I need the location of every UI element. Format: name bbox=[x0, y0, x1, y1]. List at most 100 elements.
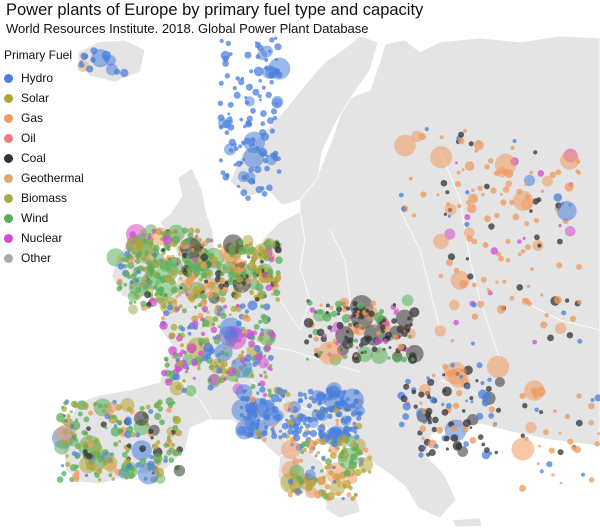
plant-marker-wind bbox=[263, 238, 276, 250]
plant-marker-wind bbox=[205, 237, 211, 243]
plant-marker-solar bbox=[316, 450, 320, 455]
plant-marker-gas bbox=[465, 161, 475, 171]
plant-marker-solar bbox=[324, 465, 329, 470]
plant-marker-wind bbox=[184, 369, 189, 374]
plant-marker-hydro bbox=[238, 79, 245, 86]
plant-marker-solar bbox=[82, 404, 89, 410]
plant-marker-coal bbox=[409, 323, 413, 327]
legend-item-geothermal: Geothermal bbox=[4, 168, 84, 188]
plant-marker-wind bbox=[401, 356, 407, 363]
plant-marker-solar bbox=[164, 276, 172, 283]
plant-marker-nuclear bbox=[210, 326, 217, 333]
plant-marker-hydro bbox=[245, 408, 250, 413]
plant-marker-hydro bbox=[240, 395, 246, 401]
plant-marker-wind bbox=[149, 272, 154, 277]
plant-marker-wind bbox=[165, 246, 171, 252]
plant-marker-gas bbox=[436, 193, 440, 197]
plant-marker-wind bbox=[303, 440, 310, 447]
plant-marker-nuclear bbox=[223, 304, 228, 309]
plant-marker-nuclear bbox=[455, 161, 458, 165]
plant-marker-wind bbox=[228, 250, 236, 257]
plant-marker-wind bbox=[106, 248, 125, 267]
plant-marker-wind bbox=[269, 274, 273, 279]
plant-marker-gas bbox=[195, 286, 200, 291]
plant-marker-hydro bbox=[459, 374, 464, 379]
plant-marker-hydro bbox=[259, 386, 266, 393]
plant-marker-gas bbox=[397, 343, 405, 351]
plant-marker-gas bbox=[456, 170, 461, 175]
plant-marker-nuclear bbox=[192, 320, 199, 327]
plant-marker-hydro bbox=[288, 424, 293, 429]
plant-marker-gas bbox=[564, 182, 574, 192]
plant-marker-coal bbox=[325, 303, 330, 308]
plant-marker-hydro bbox=[266, 154, 277, 166]
plant-marker-gas bbox=[502, 279, 507, 284]
plant-marker-gas bbox=[411, 213, 417, 218]
plant-marker-gas bbox=[87, 441, 94, 448]
plant-marker-hydro bbox=[60, 464, 65, 468]
plant-marker-hydro bbox=[84, 473, 89, 478]
legend-swatch bbox=[4, 233, 13, 243]
plant-marker-hydro bbox=[335, 400, 342, 407]
plant-marker-gas bbox=[471, 238, 478, 245]
plant-marker-hydro bbox=[476, 362, 483, 369]
plant-marker-solar bbox=[171, 443, 176, 448]
plant-marker-solar bbox=[199, 286, 205, 292]
plant-marker-gas bbox=[242, 329, 248, 335]
plant-marker-wind bbox=[201, 243, 205, 247]
plant-marker-solar bbox=[180, 343, 185, 348]
legend-label: Other bbox=[21, 251, 52, 265]
plant-marker-wind bbox=[126, 426, 134, 434]
plant-marker-wind bbox=[61, 405, 65, 409]
map-title: Power plants of Europe by primary fuel t… bbox=[6, 1, 424, 19]
plant-marker-gas bbox=[117, 278, 123, 284]
plant-marker-coal bbox=[336, 322, 344, 329]
plant-marker-hydro bbox=[293, 434, 301, 442]
plant-marker-wind bbox=[250, 383, 256, 390]
map-subtitle: World Resources Institute. 2018. Global … bbox=[6, 21, 369, 36]
plant-marker-gas bbox=[342, 303, 346, 307]
plant-marker-wind bbox=[129, 465, 136, 472]
plant-marker-hydro bbox=[275, 413, 282, 421]
plant-marker-hydro bbox=[287, 408, 291, 412]
plant-marker-hydro bbox=[229, 330, 236, 337]
plant-marker-coal bbox=[274, 246, 282, 254]
plant-marker-wind bbox=[177, 283, 188, 295]
plant-marker-wind bbox=[343, 469, 351, 477]
plant-marker-nuclear bbox=[200, 317, 205, 322]
plant-marker-wind bbox=[335, 300, 343, 308]
plant-marker-gas bbox=[314, 490, 323, 499]
plant-marker-hydro bbox=[253, 345, 261, 352]
plant-marker-gas bbox=[496, 305, 506, 314]
plant-marker-solar bbox=[220, 360, 228, 368]
plant-marker-wind bbox=[110, 426, 121, 437]
plant-marker-coal bbox=[462, 419, 471, 428]
plant-marker-solar bbox=[85, 466, 89, 470]
plant-marker-wind bbox=[275, 270, 281, 276]
plant-marker-biomass bbox=[187, 227, 195, 235]
plant-marker-hydro bbox=[302, 392, 307, 397]
plant-marker-coal bbox=[358, 342, 364, 348]
landmass-crete bbox=[451, 517, 483, 528]
plant-marker-wind bbox=[123, 282, 128, 287]
plant-marker-wind bbox=[238, 246, 247, 255]
plant-marker-gas bbox=[457, 137, 465, 145]
plant-marker-nuclear bbox=[191, 359, 198, 367]
plant-marker-gas bbox=[418, 132, 426, 141]
plant-marker-gas bbox=[287, 492, 293, 498]
plant-marker-wind bbox=[94, 440, 98, 444]
plant-marker-wind bbox=[194, 305, 198, 309]
plant-marker-hydro bbox=[534, 407, 539, 413]
plant-marker-hydro bbox=[342, 400, 348, 406]
plant-marker-gas bbox=[439, 135, 444, 140]
plant-marker-hydro bbox=[319, 435, 324, 439]
plant-marker-coal bbox=[304, 339, 310, 345]
plant-marker-solar bbox=[170, 323, 178, 331]
plant-marker-gas bbox=[521, 197, 533, 210]
plant-marker-wind bbox=[260, 313, 267, 320]
plant-marker-hydro bbox=[480, 381, 485, 385]
plant-marker-wind bbox=[104, 426, 108, 430]
plant-marker-hydro bbox=[244, 96, 255, 107]
plant-marker-coal bbox=[443, 212, 447, 216]
plant-marker-hydro bbox=[309, 429, 317, 438]
